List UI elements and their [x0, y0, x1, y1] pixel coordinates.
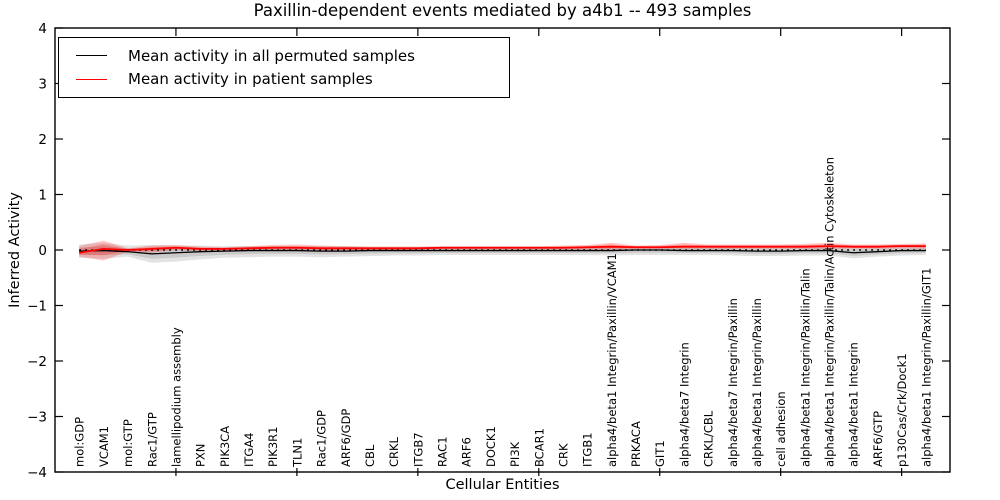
- legend-box: Mean activity in all permuted samples Me…: [58, 37, 510, 98]
- x-category-label: PIK3CA: [218, 426, 232, 467]
- y-tick-label: 3: [38, 76, 47, 92]
- y-tick-label: −4: [27, 465, 47, 481]
- x-category-label: DOCK1: [484, 426, 498, 467]
- x-category-label: BCAR1: [532, 428, 546, 467]
- x-category-label: alpha4/beta7 Integrin: [677, 342, 691, 467]
- x-category-label: CRK: [556, 443, 570, 467]
- x-category-label: Rac1/GDP: [315, 410, 329, 467]
- x-category-label: ARF6/GDP: [339, 409, 353, 467]
- x-category-label: GIT1: [653, 440, 667, 467]
- confidence-band-patient: [79, 240, 926, 261]
- patient-line-swatch: [76, 78, 107, 80]
- x-category-label: PRKACA: [629, 421, 643, 467]
- x-category-label: CRKL: [387, 436, 401, 467]
- x-category-label: ARF6: [460, 437, 474, 467]
- x-category-label: ITGA4: [242, 432, 256, 467]
- x-category-label: mol:GTP: [121, 419, 135, 467]
- legend-label: Mean activity in all permuted samples: [128, 46, 415, 65]
- x-category-label: alpha4/beta1 Integrin/Paxillin/Talin/Act…: [823, 157, 837, 467]
- y-tick-label: 1: [38, 187, 47, 203]
- x-category-label: alpha4/beta1 Integrin/Paxillin: [750, 298, 764, 467]
- x-category-label: RAC1: [436, 436, 450, 467]
- y-tick-label: −3: [27, 409, 47, 425]
- x-category-label: Rac1/GTP: [145, 412, 159, 467]
- x-axis-label: Cellular Entities: [445, 477, 560, 493]
- x-category-label: PIK3R1: [266, 427, 280, 468]
- x-category-label: alpha4/beta1 Integrin: [847, 342, 861, 467]
- y-tick-label: 0: [38, 243, 47, 259]
- permuted-line-swatch: [76, 55, 107, 57]
- chart-title: Paxillin-dependent events mediated by a4…: [253, 1, 752, 20]
- legend-item-patient: Mean activity in patient samples: [59, 70, 509, 88]
- legend-label: Mean activity in patient samples: [128, 70, 373, 89]
- x-category-label: TLN1: [290, 438, 304, 468]
- x-category-label: alpha4/beta7 Integrin/Paxillin: [726, 298, 740, 467]
- mean-line-patient: [79, 245, 926, 254]
- y-tick-label: −1: [27, 298, 47, 314]
- y-tick-label: −2: [27, 354, 47, 370]
- x-category-label: PXN: [194, 444, 208, 467]
- y-tick-label: 4: [38, 21, 47, 37]
- x-category-label: mol:GDP: [73, 417, 87, 467]
- y-axis-label: Inferred Activity: [7, 192, 23, 308]
- x-category-label: alpha4/beta1 Integrin/Paxillin/Talin: [798, 268, 812, 467]
- x-category-label: lamellipodium assembly: [169, 327, 183, 467]
- x-category-label: ITGB1: [581, 432, 595, 467]
- x-category-label: p130Cas/Crk/Dock1: [895, 353, 909, 467]
- x-category-label: alpha4/beta1 Integrin/Paxillin/VCAM1: [605, 253, 619, 467]
- x-category-label: ITGB7: [411, 432, 425, 467]
- x-category-label: ARF6/GTP: [871, 411, 885, 467]
- x-category-label: CBL: [363, 444, 377, 467]
- x-category-label: alpha4/beta1 Integrin/Paxillin/GIT1: [919, 268, 933, 467]
- x-category-label: VCAM1: [97, 426, 111, 467]
- x-category-label: CRKL/CBL: [702, 410, 716, 467]
- y-tick-label: 2: [38, 132, 47, 148]
- x-category-label: PI3K: [508, 441, 522, 467]
- legend-item-permuted: Mean activity in all permuted samples: [59, 47, 509, 65]
- mean-line-permuted: [79, 249, 926, 255]
- x-category-label: cell adhesion: [774, 391, 788, 467]
